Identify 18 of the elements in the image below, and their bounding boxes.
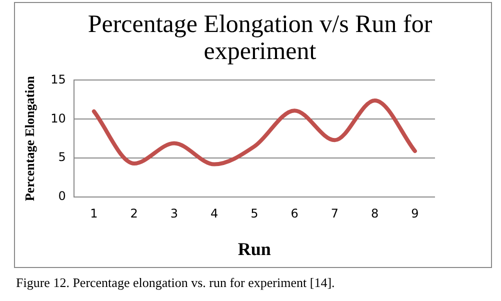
- x-tick-label: 3: [170, 206, 178, 220]
- x-tick-label: 5: [250, 206, 258, 220]
- y-tick-label: 0: [58, 189, 66, 204]
- x-axis-title: Run: [238, 238, 271, 259]
- chart-title: Percentage Elongation v/s Run for experiment: [86, 11, 434, 65]
- x-tick-label: 4: [210, 206, 218, 220]
- x-tick-label: 7: [330, 206, 339, 220]
- x-tick-label: 6: [290, 206, 298, 220]
- caption: Figure 12. Percentage elongation vs. run for experiment [14].: [16, 275, 335, 291]
- x-tick-label: 9: [411, 206, 419, 220]
- line-series: [92, 98, 417, 166]
- y-tick-label: 10: [50, 111, 66, 126]
- y-tick-label: 5: [58, 150, 66, 164]
- y-axis-title: Percentage Elongation: [22, 75, 38, 202]
- x-tick-label: 1: [90, 206, 98, 220]
- x-tick-label: 2: [130, 206, 138, 220]
- y-tick-label: 15: [50, 72, 66, 86]
- x-tick-label: 8: [370, 206, 379, 220]
